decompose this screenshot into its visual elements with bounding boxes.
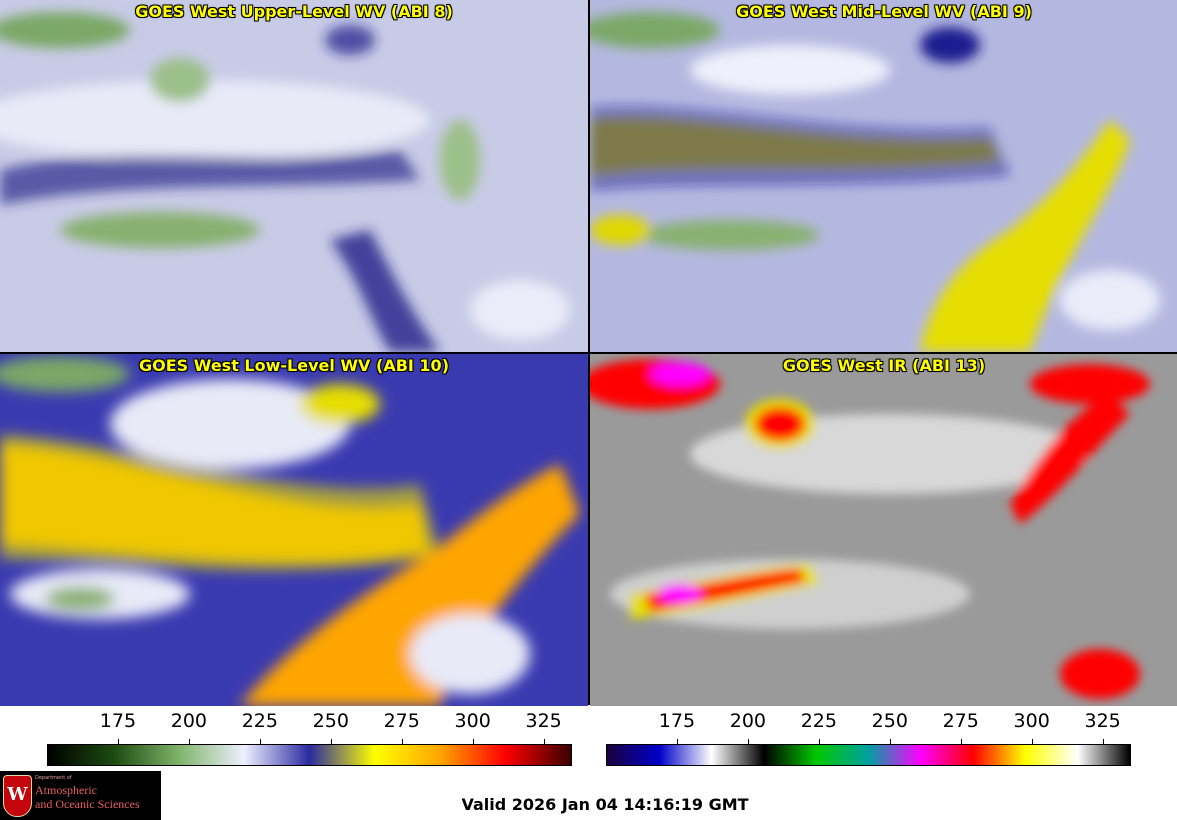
colorbar-tick-label: 275 xyxy=(383,710,420,732)
colorbar-tick-label: 225 xyxy=(241,710,278,732)
panel-title: GOES West Mid-Level WV (ABI 9) xyxy=(736,2,1032,21)
colorbar-tick-mark xyxy=(747,739,749,745)
wv-colorbar-ticks: 175 200 225 250 275 300 325 xyxy=(47,710,572,746)
colorbar-tick-label: 275 xyxy=(942,710,979,732)
colorbar-tick-mark xyxy=(1102,739,1104,745)
colorbar-tick-label: 175 xyxy=(99,710,137,732)
panel-title: GOES West Low-Level WV (ABI 10) xyxy=(138,356,449,375)
colorbar-tick-mark xyxy=(543,739,545,745)
valid-time: Valid 2026 Jan 04 14:16:19 GMT xyxy=(461,795,749,814)
panel-divider-horizontal xyxy=(0,352,1177,354)
uw-shield-icon: W xyxy=(3,775,32,817)
aos-logo: W Department of Atmospheric and Oceanic … xyxy=(0,771,161,820)
colorbar-tick-label: 225 xyxy=(800,710,837,732)
panel-mid-level-wv: GOES West Mid-Level WV (ABI 9) xyxy=(590,0,1177,352)
colorbar-tick-label: 300 xyxy=(1013,710,1050,732)
colorbar-tick-mark xyxy=(472,739,474,745)
logo-line-1: Atmospheric xyxy=(35,783,97,797)
panel-ir: GOES West IR (ABI 13) xyxy=(590,354,1177,706)
colorbar-tick-mark xyxy=(401,739,403,745)
colorbar-tick-mark xyxy=(818,739,820,745)
colorbar-tick-label: 175 xyxy=(658,710,696,732)
mid-wv-image xyxy=(590,0,1177,352)
upper-wv-image xyxy=(0,0,588,352)
panel-title: GOES West Upper-Level WV (ABI 8) xyxy=(135,2,453,21)
colorbar-tick-mark xyxy=(960,739,962,745)
colorbar-tick-label: 250 xyxy=(871,710,908,732)
colorbar-tick-label: 200 xyxy=(170,710,208,732)
ir-image xyxy=(590,354,1177,706)
colorbar-tick-mark xyxy=(889,739,891,745)
logo-department-line: Department of xyxy=(35,775,72,781)
colorbar-tick-mark xyxy=(188,739,190,745)
colorbar-tick-mark xyxy=(330,739,332,745)
low-wv-image xyxy=(0,354,588,706)
panel-upper-level-wv: GOES West Upper-Level WV (ABI 8) xyxy=(0,0,588,352)
colorbar-tick-label: 325 xyxy=(525,710,562,732)
ir-colorbar-ticks: 175 200 225 250 275 300 325 xyxy=(606,710,1131,746)
colorbar-tick-label: 325 xyxy=(1084,710,1121,732)
colorbar-tick-mark xyxy=(1031,739,1033,745)
wv-colorbar xyxy=(47,744,572,766)
panel-title: GOES West IR (ABI 13) xyxy=(782,356,986,375)
panel-low-level-wv: GOES West Low-Level WV (ABI 10) xyxy=(0,354,588,706)
colorbar-tick-mark xyxy=(259,739,261,745)
colorbar-tick-mark xyxy=(676,739,678,745)
colorbar-tick-mark xyxy=(117,739,119,745)
colorbar-tick-label: 300 xyxy=(454,710,491,732)
ir-colorbar xyxy=(606,744,1131,766)
colorbar-tick-label: 250 xyxy=(312,710,349,732)
colorbar-tick-label: 200 xyxy=(729,710,767,732)
logo-line-2: and Oceanic Sciences xyxy=(35,797,140,811)
